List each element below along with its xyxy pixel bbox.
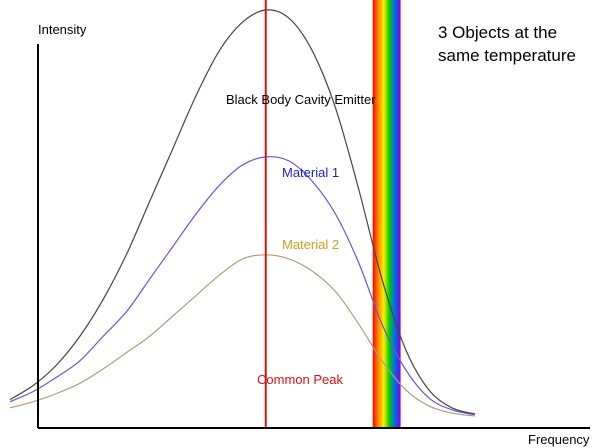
material-2-label: Material 2 — [282, 237, 339, 252]
x-axis-label: Frequency — [528, 432, 590, 447]
material-1-label: Material 1 — [282, 165, 339, 180]
visible-spectrum-band — [372, 0, 401, 428]
black-body-label: Black Body Cavity Emitter — [226, 92, 376, 107]
chart-title-line-2: same temperature — [438, 46, 576, 65]
series-lines — [9, 9, 476, 417]
material-2-curve — [9, 254, 476, 417]
black-body-curve — [9, 9, 476, 415]
common-peak-label: Common Peak — [257, 372, 343, 387]
spectrum-band-rect — [372, 0, 401, 428]
y-axis-label: Intensity — [38, 22, 87, 37]
chart-title-line-1: 3 Objects at the — [438, 23, 557, 42]
material-1-curve — [9, 156, 476, 416]
